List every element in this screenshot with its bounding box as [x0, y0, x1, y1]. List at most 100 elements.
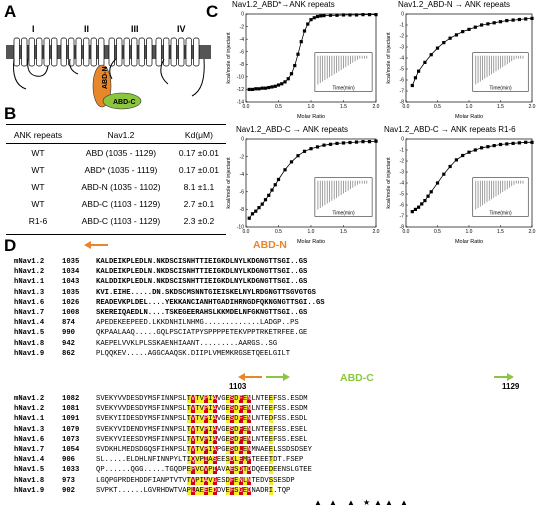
data-point	[354, 140, 359, 144]
y-tick-label: 0	[241, 12, 244, 18]
start-residue: 1054	[62, 446, 80, 455]
alignment-row: hNav1.5 1033 QP......QGG.....TGQDPEPVCVPIA…	[14, 465, 312, 475]
data-point	[417, 205, 421, 209]
species-name: hNav1.9	[14, 349, 45, 358]
y-tick-label: -8	[240, 62, 245, 68]
y-tick-label: -3	[400, 45, 405, 51]
helix-segment	[155, 37, 162, 67]
triangle-marker: ▲	[347, 498, 355, 507]
abd-n-domain-label: ABD-N	[253, 239, 287, 251]
data-point	[260, 202, 264, 206]
helix-segment	[13, 37, 20, 67]
y-tick-label: -10	[237, 225, 244, 231]
start-residue: 1008	[62, 309, 80, 318]
alignment-block-2: mNav1.2 1082 SVEKYVVDESDYMSFINNPSLTVTVPIAV…	[14, 394, 312, 496]
helix-segment	[21, 37, 28, 67]
data-point	[448, 36, 452, 40]
data-point	[413, 207, 418, 211]
data-point	[461, 30, 465, 34]
data-point	[250, 212, 255, 216]
panel-label-c: C	[206, 2, 219, 21]
sequence: SVDKHLMEDSDGQSFIHNPSLTVTVPIAPGESDLENMNAE…	[96, 446, 312, 455]
data-point	[302, 29, 307, 33]
data-point	[257, 87, 261, 91]
data-point	[517, 17, 521, 22]
data-point	[410, 83, 414, 88]
data-point	[312, 16, 316, 20]
data-point	[442, 41, 446, 45]
y-tick-label: -1	[400, 148, 405, 154]
helix-segment	[28, 37, 35, 67]
start-residue: 874	[62, 319, 75, 328]
table-header-ank: ANK repeats	[6, 127, 70, 144]
data-point	[260, 86, 264, 90]
sequence: SKEREIQAEDLN....TSKEGEERAHSLKKMDELNFGKNG…	[96, 309, 308, 318]
data-point	[354, 13, 359, 17]
data-point	[473, 148, 477, 152]
y-tick-label: -4	[400, 56, 405, 62]
itc-plot-3: 0.0 0.5 1.0 1.5 2.0 -10 -8 -6 -4 -2 0 Molar Ratio kc…	[226, 137, 380, 245]
inset-time-label: Time(min)	[332, 210, 355, 216]
y-tick-label: 0	[241, 137, 244, 143]
sequence: LGQPGPRDEHDDFIANPTVTVTVPIAVGESDFENLNTEDV…	[96, 476, 295, 485]
data-point	[257, 206, 261, 210]
alignment-row: hNav1.4 874 APEDEKEEPEED.LKKDNHILNHMG.....…	[14, 318, 325, 328]
data-point	[426, 194, 430, 198]
data-point	[254, 209, 258, 213]
binding-affinity-table: ANK repeats Nav1.2 Kd(μM) WT ABD (1035 - …	[6, 127, 226, 229]
start-residue: 1035	[62, 258, 80, 266]
panel-label-b: B	[4, 104, 17, 123]
alignment-row: hNav1.6 1026 READEVKPLDEL....YEKKANCIANHTG…	[14, 298, 325, 308]
table-header-kd: Kd(μM)	[171, 127, 226, 144]
data-point	[417, 69, 421, 73]
y-tick-label: -3	[400, 170, 405, 176]
data-point	[267, 85, 271, 90]
sequence: KVI.EIHE.....DN.SKDSCMSNNTGIEISKELNYLRDG…	[96, 288, 316, 297]
x-tick-label: 1.0	[308, 104, 315, 110]
start-residue: 1081	[62, 405, 80, 414]
data-point	[286, 77, 290, 81]
abd-c-range-arrows	[238, 373, 514, 381]
sequence: KALDDIKPLEDLN.NKDSCISNHTTIEIGKDLNYLKDGNG…	[96, 278, 308, 287]
x-tick-label: 0.0	[243, 104, 250, 110]
alignment-row: mNav1.2 1082 SVEKYVVDESDYMSFINNPSLTVTVPIAV…	[14, 394, 312, 404]
y-tick-label: -6	[400, 203, 405, 209]
x-tick-label: 0.0	[403, 229, 410, 235]
x-tick-label: 0.5	[434, 104, 441, 110]
alignment-row: hNav1.2 1034 KALDEIKPLEDLN.NKDSCISNHTTIEIG…	[14, 267, 325, 277]
x-tick-label: 0.5	[275, 229, 282, 235]
alignment-row: mNav1.2 1035 KALDEIKPLEDLN.NKDSCISNHTTIEIG…	[14, 257, 325, 267]
data-point	[423, 60, 427, 64]
alignment-row: hNav1.1 1091 SVEKYIIDESDYMSFINNPSLTVTVPIAV…	[14, 414, 312, 424]
y-tick-label: -2	[400, 34, 405, 40]
data-point	[273, 183, 277, 187]
data-point	[467, 27, 471, 31]
star-marker: ★	[363, 498, 371, 507]
helix-segment	[51, 37, 58, 67]
domain-iv-label: IV	[177, 24, 186, 34]
helix-segment	[90, 37, 97, 67]
data-point	[467, 150, 471, 154]
alignment-row: hNav1.5 990 QKPAALAAQ.....GQLPSCIATPYSPPPP…	[14, 328, 325, 338]
y-tick-label: -6	[240, 49, 245, 55]
data-point	[293, 63, 297, 68]
alignment-row: hNav1.8 973 LGQPGPRDEHDDFIANPTVTVTVPIAVGES…	[14, 476, 312, 486]
y-tick-label: -10	[237, 75, 244, 81]
itc-title-1: Nav1.2_ABD*→ANK repeats	[232, 0, 335, 9]
sequence: SVEKYVIDENDYMSFINNPSLTVTVPIAVGESDFENLNTE…	[96, 425, 308, 434]
triangle-marker: ▲	[374, 498, 382, 507]
data-point	[263, 198, 268, 202]
species-name: hNav1.6	[14, 435, 45, 444]
data-point	[530, 16, 534, 20]
data-point	[348, 13, 352, 17]
sequence: SL.....ELDHLNFINNPYLTIQVPIASEESDLEMPTEEE…	[96, 456, 304, 465]
species-name: mNav1.2	[14, 395, 45, 403]
sequence: KAEPELVVKLPLSSKAENHIAANT.........AARGS..…	[96, 339, 278, 348]
data-point	[505, 142, 509, 146]
helix-segment	[178, 37, 185, 67]
data-point	[361, 140, 365, 144]
data-point	[289, 72, 294, 76]
helix-segment	[36, 37, 43, 67]
x-axis-label: Molar Ratio	[297, 239, 325, 245]
x-tick-label: 1.0	[466, 229, 473, 235]
